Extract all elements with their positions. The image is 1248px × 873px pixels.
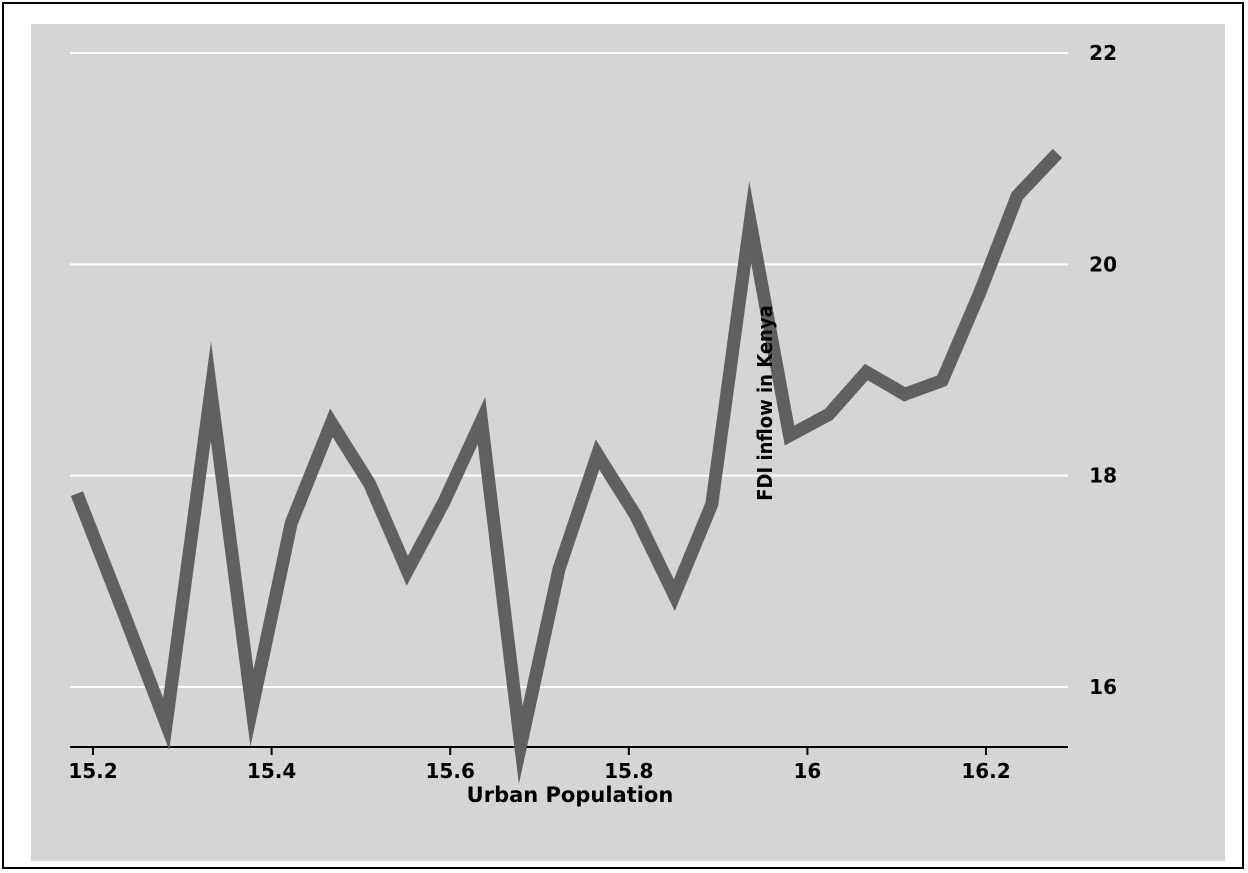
plot-background: [31, 24, 1225, 861]
x-tick-label-16.2: 16.2: [961, 759, 1010, 783]
x-tick-label-15.2: 15.2: [68, 759, 117, 783]
x-tick-labels: 15.2 15.4 15.6 15.8 16 16.2: [68, 759, 1010, 783]
x-tick-label-16: 16: [793, 759, 821, 783]
y-tick-label-16: 16: [1089, 675, 1117, 699]
x-tick-label-15.4: 15.4: [247, 759, 296, 783]
x-tick-label-15.8: 15.8: [604, 759, 653, 783]
y-tick-label-22: 22: [1089, 41, 1117, 65]
y-tick-label-18: 18: [1089, 464, 1117, 488]
x-tick-label-15.6: 15.6: [426, 759, 475, 783]
gridlines: [70, 52, 1068, 688]
y-tick-label-20: 20: [1089, 252, 1117, 276]
x-axis: [70, 746, 1068, 755]
x-axis-title: Urban Population: [467, 783, 674, 807]
y-axis-title: FDI inflow in Kenya: [753, 305, 777, 500]
y-tick-labels: 16 18 20 22: [1089, 41, 1117, 699]
series-group: [70, 148, 1063, 785]
series-line-0: [70, 148, 1063, 785]
